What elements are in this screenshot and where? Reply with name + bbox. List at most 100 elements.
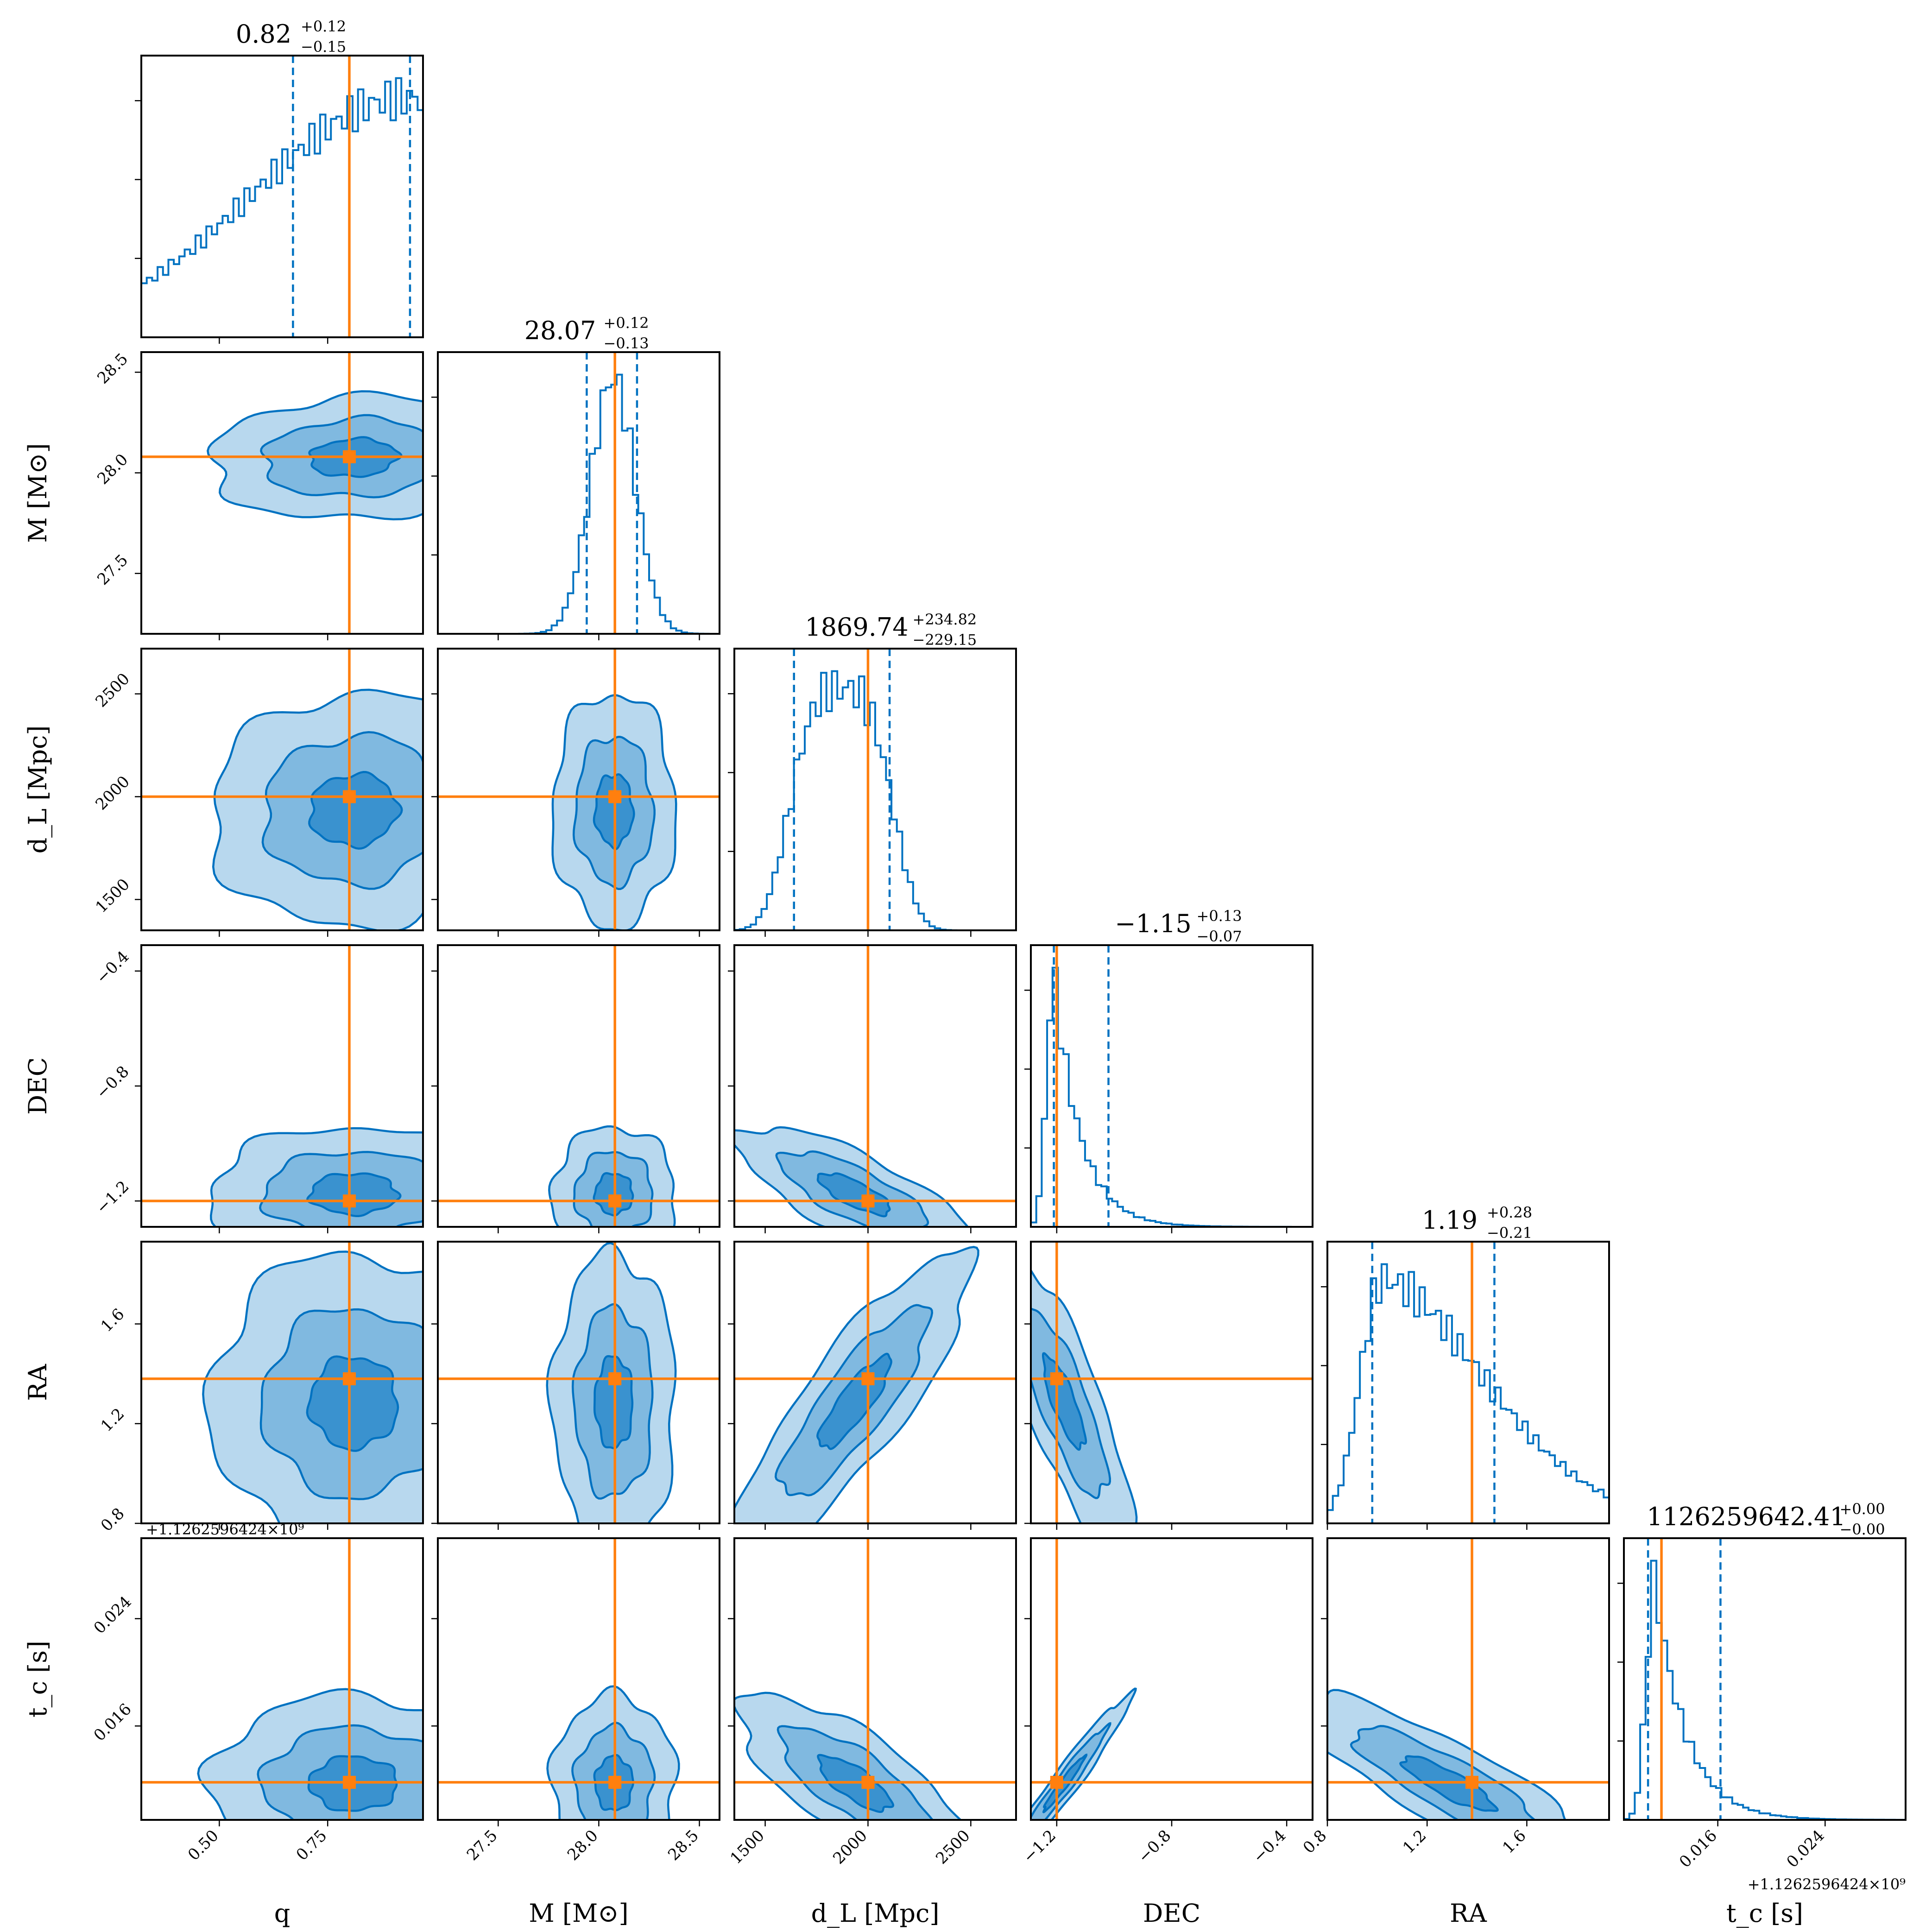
ytick-label-RA: 1.6	[97, 1305, 128, 1336]
xtick-label-RA: 1.6	[1499, 1826, 1530, 1857]
panel-frame	[1623, 1537, 1907, 1821]
xtick-label-M: 27.5	[463, 1826, 501, 1864]
contour-panel-DEC-dL	[728, 944, 1017, 1233]
panel-title-RA: 1.19	[1422, 1206, 1477, 1235]
panel-frame	[733, 1241, 1017, 1524]
yaxis-label-RA: RA	[23, 1364, 52, 1401]
panel-title-DEC: −1.15	[1115, 909, 1191, 938]
panel-title-plus-M: +0.12	[604, 314, 649, 332]
ytick-label-M: 28.0	[94, 450, 132, 488]
truth-marker	[1050, 1372, 1063, 1385]
histogram-M	[438, 373, 720, 634]
xtick-label-tc: 0.024	[1783, 1826, 1828, 1871]
panel-frame	[140, 648, 424, 931]
panel-frame	[733, 1537, 1017, 1821]
xtick-label-q: 0.75	[293, 1826, 331, 1864]
ytick-label-dL: 2000	[92, 772, 133, 814]
hist-panel-tc: 1126259642.41+0.00 −0.00	[1617, 1500, 1907, 1826]
hist-panel-q: 0.82 +0.12 −0.15	[135, 18, 424, 344]
contour-panel-tc-q	[135, 1537, 424, 1826]
contour-panel-RA-q	[135, 1241, 424, 1530]
truth-marker	[342, 1372, 356, 1385]
contour-panel-M-q	[135, 351, 424, 640]
hist-panel-RA: 1.19 +0.28 −0.21	[1321, 1204, 1610, 1530]
contour-level-3	[308, 771, 403, 850]
histogram-RA	[1327, 1263, 1609, 1523]
xtick-label-DEC: −0.8	[1135, 1826, 1175, 1867]
ytick-label-M: 28.5	[94, 350, 132, 388]
truth-marker	[608, 790, 622, 803]
panel-frame	[437, 648, 720, 931]
yaxis-label-M: M [M⊙]	[23, 443, 52, 543]
contour-level-1	[546, 1685, 680, 1820]
ytick-label-dL: 2500	[92, 669, 133, 711]
hist-panel-M: 28.07 +0.12 −0.13	[431, 314, 720, 640]
ytick-label-DEC: −0.8	[93, 1062, 133, 1103]
ytick-label-tc: 0.016	[90, 1700, 135, 1745]
contour-panel-RA-M	[431, 1241, 720, 1530]
xtick-label-RA: 0.8	[1300, 1826, 1331, 1857]
panel-frame	[1030, 944, 1313, 1228]
panel-title-plus-q: +0.12	[301, 18, 346, 35]
panel-title-minus-M: −0.13	[604, 335, 649, 352]
contour-level-3	[593, 1172, 634, 1217]
panel-frame	[140, 1241, 424, 1524]
panel-title-plus-RA: +0.28	[1487, 1204, 1532, 1221]
xtick-label-DEC: −0.4	[1250, 1826, 1290, 1867]
ytick-label-tc: 0.024	[90, 1592, 135, 1637]
truth-marker	[1050, 1775, 1063, 1789]
xaxis-label-DEC: DEC	[1143, 1899, 1200, 1928]
ytick-label-RA: 0.8	[97, 1504, 128, 1535]
truth-marker	[861, 1194, 875, 1208]
panel-frame	[437, 351, 720, 635]
histogram-dL	[734, 670, 1016, 930]
contour-level-1	[734, 1692, 962, 1820]
xtick-label-dL: 2000	[829, 1826, 871, 1868]
xtick-label-DEC: −1.2	[1020, 1826, 1060, 1867]
panel-frame	[437, 1241, 720, 1524]
xtick-label-RA: 1.2	[1399, 1826, 1430, 1857]
truth-marker	[608, 1372, 622, 1385]
panel-title-minus-q: −0.15	[301, 38, 346, 56]
contour-panel-DEC-M	[431, 944, 720, 1233]
panel-title-minus-dL: −229.15	[913, 631, 977, 649]
truth-marker	[608, 1194, 622, 1208]
xtick-label-tc: 0.016	[1676, 1826, 1721, 1871]
panel-title-q: 0.82	[236, 19, 291, 49]
tc-x-offset-label: +1.1262596424×10⁹	[1748, 1875, 1906, 1893]
panel-frame	[140, 351, 424, 635]
yaxis-label-DEC: DEC	[23, 1057, 52, 1115]
contour-panel-tc-RA	[1321, 1537, 1610, 1826]
contour-panel-dL-M	[431, 648, 720, 937]
panel-frame	[437, 1537, 720, 1821]
xtick-label-q: 0.50	[184, 1826, 222, 1864]
truth-marker	[342, 1194, 356, 1208]
histogram-q	[141, 77, 423, 337]
panel-title-minus-DEC: −0.07	[1197, 928, 1242, 945]
truth-marker	[342, 790, 356, 803]
hist-panel-DEC: −1.15 +0.13 −0.07	[1024, 907, 1313, 1233]
xaxis-label-q: q	[274, 1899, 290, 1928]
yaxis-label-dL: d_L [Mpc]	[23, 726, 52, 854]
panel-frame	[1326, 1241, 1610, 1524]
ytick-label-DEC: −0.4	[93, 947, 133, 988]
xtick-label-dL: 2500	[932, 1826, 973, 1868]
contour-panel-RA-dL	[728, 1241, 1017, 1530]
panel-frame	[140, 1537, 424, 1821]
truth-marker	[861, 1372, 875, 1385]
xtick-label-dL: 1500	[726, 1826, 768, 1868]
truth-marker	[342, 1775, 356, 1789]
truth-marker	[342, 450, 356, 463]
contour-panel-DEC-q	[135, 944, 424, 1233]
xtick-label-M: 28.0	[564, 1826, 602, 1864]
panel-title-plus-dL: +234.82	[913, 611, 977, 628]
xaxis-label-RA: RA	[1450, 1899, 1487, 1928]
contour-panel-tc-dL	[728, 1537, 1017, 1826]
ytick-label-RA: 1.2	[97, 1405, 128, 1436]
contour-panel-dL-q	[135, 648, 424, 937]
panel-title-M: 28.07	[524, 316, 596, 345]
panel-title-plus-DEC: +0.13	[1197, 907, 1242, 925]
contour-panel-tc-M	[431, 1537, 720, 1826]
histogram-DEC	[1031, 966, 1313, 1227]
